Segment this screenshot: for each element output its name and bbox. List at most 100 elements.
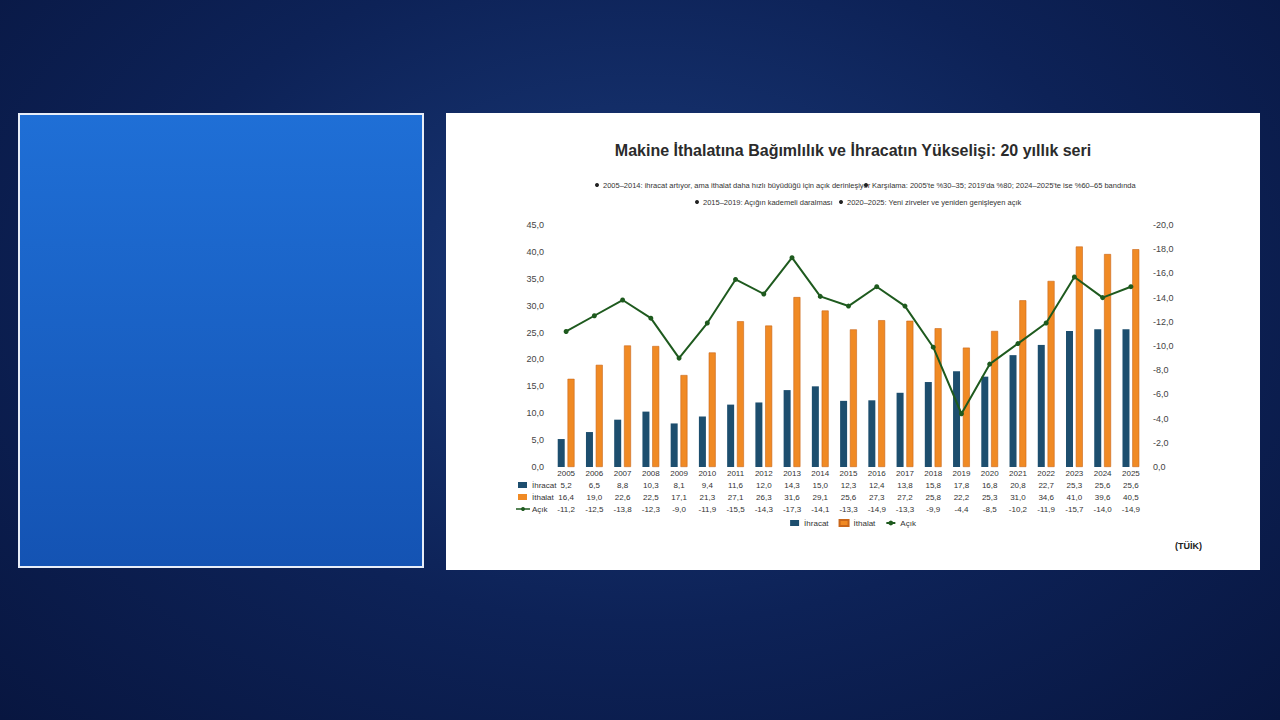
svg-text:27,3: 27,3: [869, 493, 885, 502]
svg-text:25,8: 25,8: [925, 493, 941, 502]
svg-text:-15,7: -15,7: [1065, 505, 1084, 514]
svg-text:20,8: 20,8: [1010, 481, 1026, 490]
svg-text:10,0: 10,0: [526, 408, 544, 418]
svg-text:14,3: 14,3: [784, 481, 800, 490]
svg-text:-13,8: -13,8: [613, 505, 632, 514]
svg-text:-11,9: -11,9: [698, 505, 716, 514]
svg-text:12,0: 12,0: [756, 481, 772, 490]
svg-text:34,6: 34,6: [1038, 493, 1054, 502]
svg-text:2024: 2024: [1094, 469, 1112, 478]
svg-text:2018: 2018: [924, 469, 942, 478]
svg-text:25,6: 25,6: [1095, 481, 1111, 490]
svg-text:-12,0: -12,0: [1153, 317, 1174, 327]
svg-text:22,7: 22,7: [1038, 481, 1054, 490]
svg-text:20,0: 20,0: [526, 354, 544, 364]
svg-text:19,0: 19,0: [587, 493, 603, 502]
svg-text:31,6: 31,6: [784, 493, 800, 502]
svg-text:21,3: 21,3: [700, 493, 716, 502]
svg-text:39,6: 39,6: [1095, 493, 1111, 502]
svg-text:-14,1: -14,1: [811, 505, 830, 514]
svg-text:10,3: 10,3: [643, 481, 659, 490]
svg-text:-14,9: -14,9: [1122, 505, 1141, 514]
svg-text:2005: 2005: [557, 469, 575, 478]
svg-text:0,0: 0,0: [1153, 462, 1166, 472]
svg-text:2022: 2022: [1037, 469, 1055, 478]
svg-text:2015: 2015: [840, 469, 858, 478]
svg-text:16,8: 16,8: [982, 481, 998, 490]
svg-text:-14,3: -14,3: [755, 505, 774, 514]
svg-text:Açık: Açık: [532, 505, 549, 514]
svg-text:8,8: 8,8: [617, 481, 629, 490]
svg-text:2005–2014: ihracat artıyor, am: 2005–2014: ihracat artıyor, ama ithalat …: [603, 181, 871, 190]
svg-text:-14,0: -14,0: [1094, 505, 1113, 514]
svg-text:2025: 2025: [1122, 469, 1140, 478]
svg-text:-13,3: -13,3: [839, 505, 858, 514]
svg-text:29,1: 29,1: [812, 493, 828, 502]
svg-text:-11,2: -11,2: [557, 505, 575, 514]
svg-text:5,0: 5,0: [531, 435, 544, 445]
svg-text:2017: 2017: [896, 469, 914, 478]
svg-text:Karşılama: 2005'te %30–35; 201: Karşılama: 2005'te %30–35; 2019'da %80; …: [872, 181, 1136, 190]
svg-text:-4,4: -4,4: [955, 505, 969, 514]
svg-text:15,0: 15,0: [812, 481, 828, 490]
svg-text:Makine İthalatına Bağımlılık v: Makine İthalatına Bağımlılık ve İhracatı…: [615, 142, 1091, 159]
svg-text:13,8: 13,8: [897, 481, 913, 490]
svg-text:9,4: 9,4: [702, 481, 714, 490]
svg-text:25,3: 25,3: [982, 493, 998, 502]
svg-text:26,3: 26,3: [756, 493, 772, 502]
svg-text:-12,3: -12,3: [642, 505, 661, 514]
svg-text:-20,0: -20,0: [1153, 220, 1174, 230]
svg-text:17,8: 17,8: [954, 481, 970, 490]
svg-text:-6,0: -6,0: [1153, 389, 1169, 399]
svg-text:12,4: 12,4: [869, 481, 885, 490]
svg-text:8,1: 8,1: [674, 481, 686, 490]
svg-text:6,5: 6,5: [589, 481, 601, 490]
svg-text:22,5: 22,5: [643, 493, 659, 502]
svg-text:17,1: 17,1: [671, 493, 687, 502]
svg-text:2013: 2013: [783, 469, 801, 478]
svg-text:31,0: 31,0: [1010, 493, 1026, 502]
svg-text:2015–2019: Açığın kademeli dar: 2015–2019: Açığın kademeli daralması: [703, 198, 833, 207]
svg-text:35,0: 35,0: [526, 274, 544, 284]
svg-text:45,0: 45,0: [526, 220, 544, 230]
svg-text:22,6: 22,6: [615, 493, 631, 502]
svg-text:İhracat: İhracat: [532, 481, 557, 490]
svg-text:0,0: 0,0: [531, 462, 544, 472]
svg-text:-15,5: -15,5: [726, 505, 745, 514]
svg-text:-10,2: -10,2: [1009, 505, 1028, 514]
svg-text:30,0: 30,0: [526, 301, 544, 311]
svg-text:Açık: Açık: [900, 519, 917, 528]
svg-text:-9,9: -9,9: [926, 505, 940, 514]
svg-text:(TÜİK): (TÜİK): [1175, 541, 1202, 551]
svg-text:-8,5: -8,5: [983, 505, 997, 514]
svg-text:2019: 2019: [953, 469, 971, 478]
svg-text:İthalat: İthalat: [854, 519, 877, 528]
svg-text:2010: 2010: [698, 469, 716, 478]
svg-text:-13,3: -13,3: [896, 505, 915, 514]
svg-text:2014: 2014: [811, 469, 829, 478]
svg-text:16,4: 16,4: [558, 493, 574, 502]
svg-text:-12,5: -12,5: [585, 505, 604, 514]
svg-text:41,0: 41,0: [1067, 493, 1083, 502]
svg-text:-17,3: -17,3: [783, 505, 802, 514]
svg-text:-4,0: -4,0: [1153, 414, 1169, 424]
svg-text:27,1: 27,1: [728, 493, 744, 502]
svg-text:25,0: 25,0: [526, 328, 544, 338]
svg-text:2020: 2020: [981, 469, 999, 478]
svg-text:2006: 2006: [585, 469, 603, 478]
svg-text:2011: 2011: [727, 469, 745, 478]
svg-text:2009: 2009: [670, 469, 688, 478]
svg-text:-10,0: -10,0: [1153, 341, 1174, 351]
svg-text:25,3: 25,3: [1067, 481, 1083, 490]
svg-text:-18,0: -18,0: [1153, 244, 1174, 254]
svg-text:25,6: 25,6: [841, 493, 857, 502]
svg-text:15,8: 15,8: [925, 481, 941, 490]
svg-text:-14,0: -14,0: [1153, 293, 1174, 303]
svg-text:27,2: 27,2: [897, 493, 913, 502]
svg-text:2023: 2023: [1066, 469, 1084, 478]
svg-text:25,6: 25,6: [1123, 481, 1139, 490]
svg-text:2007: 2007: [614, 469, 632, 478]
svg-text:-2,0: -2,0: [1153, 438, 1169, 448]
svg-text:-9,0: -9,0: [672, 505, 686, 514]
svg-text:2008: 2008: [642, 469, 660, 478]
